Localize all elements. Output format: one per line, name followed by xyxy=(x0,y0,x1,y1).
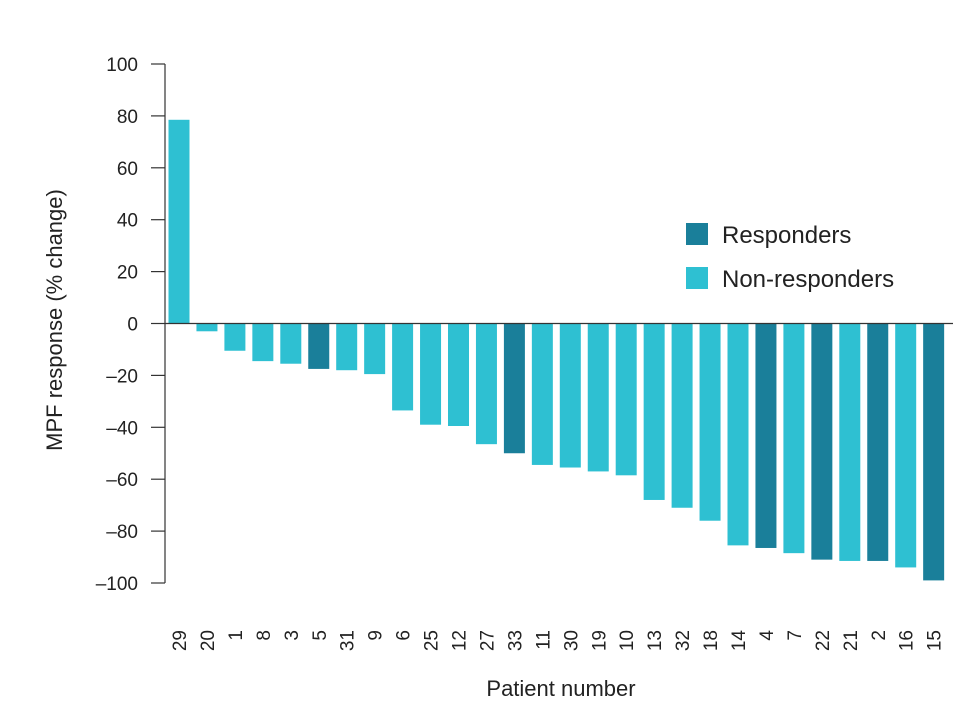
bars xyxy=(165,119,953,581)
y-tick-label: –40 xyxy=(106,418,138,439)
x-tick-label: 31 xyxy=(338,630,359,651)
x-tick-label: 11 xyxy=(533,630,554,650)
bar-patient-21 xyxy=(839,323,861,561)
bar-patient-29 xyxy=(168,119,190,324)
bar-patient-27 xyxy=(475,323,497,445)
bar-patient-30 xyxy=(559,323,581,468)
x-tick-label: 20 xyxy=(198,630,219,651)
x-tick-label: 13 xyxy=(645,630,666,651)
y-tick-label: –20 xyxy=(106,366,138,387)
y-tick-label: 100 xyxy=(106,55,138,76)
bar-patient-22 xyxy=(811,323,833,560)
y-tick-label: –80 xyxy=(106,522,138,543)
legend-swatch-non-responders xyxy=(686,267,708,289)
bar-patient-7 xyxy=(783,323,805,554)
x-tick-label: 30 xyxy=(561,630,582,651)
legend: Responders Non-responders xyxy=(686,222,894,293)
bar-patient-14 xyxy=(727,323,749,546)
y-tick-label: –60 xyxy=(106,470,138,491)
x-tick-label: 29 xyxy=(170,630,191,651)
x-tick-label: 2 xyxy=(869,630,890,641)
bar-patient-11 xyxy=(531,323,553,465)
x-tick-label: 1 xyxy=(226,630,247,641)
legend-label-non-responders: Non-responders xyxy=(722,266,894,293)
y-tick-label: 40 xyxy=(117,211,138,232)
x-tick-label: 19 xyxy=(589,630,610,651)
bar-patient-33 xyxy=(503,323,525,454)
y-axis: 100 80 60 40 20 0 –20 –40 –60 –80 –100 xyxy=(96,55,166,595)
x-tick-label: 18 xyxy=(701,630,722,651)
x-tick-label: 21 xyxy=(841,630,862,651)
bar-patient-10 xyxy=(615,323,637,476)
y-tick-label: 80 xyxy=(117,107,138,128)
x-tick-label: 15 xyxy=(925,630,946,651)
legend-label-responders: Responders xyxy=(722,222,851,249)
y-tick-label: –100 xyxy=(96,574,138,595)
x-tick-label: 22 xyxy=(813,630,834,651)
x-tick-label: 7 xyxy=(785,630,806,641)
bar-patient-32 xyxy=(671,323,693,508)
bar-patient-12 xyxy=(448,323,469,426)
bar-patient-15 xyxy=(923,323,945,581)
x-axis-title: Patient number xyxy=(486,676,635,701)
x-tick-label: 27 xyxy=(477,630,498,651)
x-tick-label: 14 xyxy=(729,630,750,652)
bar-patient-2 xyxy=(867,323,889,561)
x-tick-label: 25 xyxy=(422,630,443,651)
bar-patient-20 xyxy=(196,323,218,332)
y-tick-label: 0 xyxy=(127,315,138,336)
bar-patient-18 xyxy=(699,323,721,521)
x-tick-label: 32 xyxy=(673,630,694,651)
bar-patient-8 xyxy=(252,323,274,362)
x-tick-label: 12 xyxy=(450,630,471,651)
bar-patient-9 xyxy=(364,323,386,375)
x-tick-label: 3 xyxy=(282,630,303,641)
bar-patient-3 xyxy=(280,323,302,364)
x-tick-labels: 29 20 1 8 3 5 31 9 6 25 12 27 33 11 30 19 10 13 32 18 14 4 7 22… xyxy=(170,630,946,652)
y-tick-label: 60 xyxy=(117,159,138,180)
y-axis-title: MPF response (% change) xyxy=(42,189,67,451)
bar-patient-31 xyxy=(336,323,358,371)
x-tick-label: 16 xyxy=(897,630,918,651)
y-tick-label: 20 xyxy=(117,263,138,284)
x-tick-label: 5 xyxy=(310,630,331,641)
x-tick-label: 8 xyxy=(254,630,275,641)
bar-patient-16 xyxy=(895,323,917,568)
legend-swatch-responders xyxy=(686,223,708,245)
bar-patient-13 xyxy=(643,323,665,500)
x-tick-label: 10 xyxy=(617,630,638,651)
bar-patient-19 xyxy=(587,323,609,472)
x-tick-label: 4 xyxy=(757,630,778,641)
bar-patient-6 xyxy=(392,323,414,411)
bar-patient-5 xyxy=(308,323,330,369)
x-tick-label: 6 xyxy=(394,630,415,641)
x-tick-label: 33 xyxy=(505,630,526,651)
x-tick-label: 9 xyxy=(366,630,387,641)
bar-patient-25 xyxy=(420,323,442,425)
bar-patient-1 xyxy=(224,323,246,351)
bar-patient-4 xyxy=(755,323,777,548)
